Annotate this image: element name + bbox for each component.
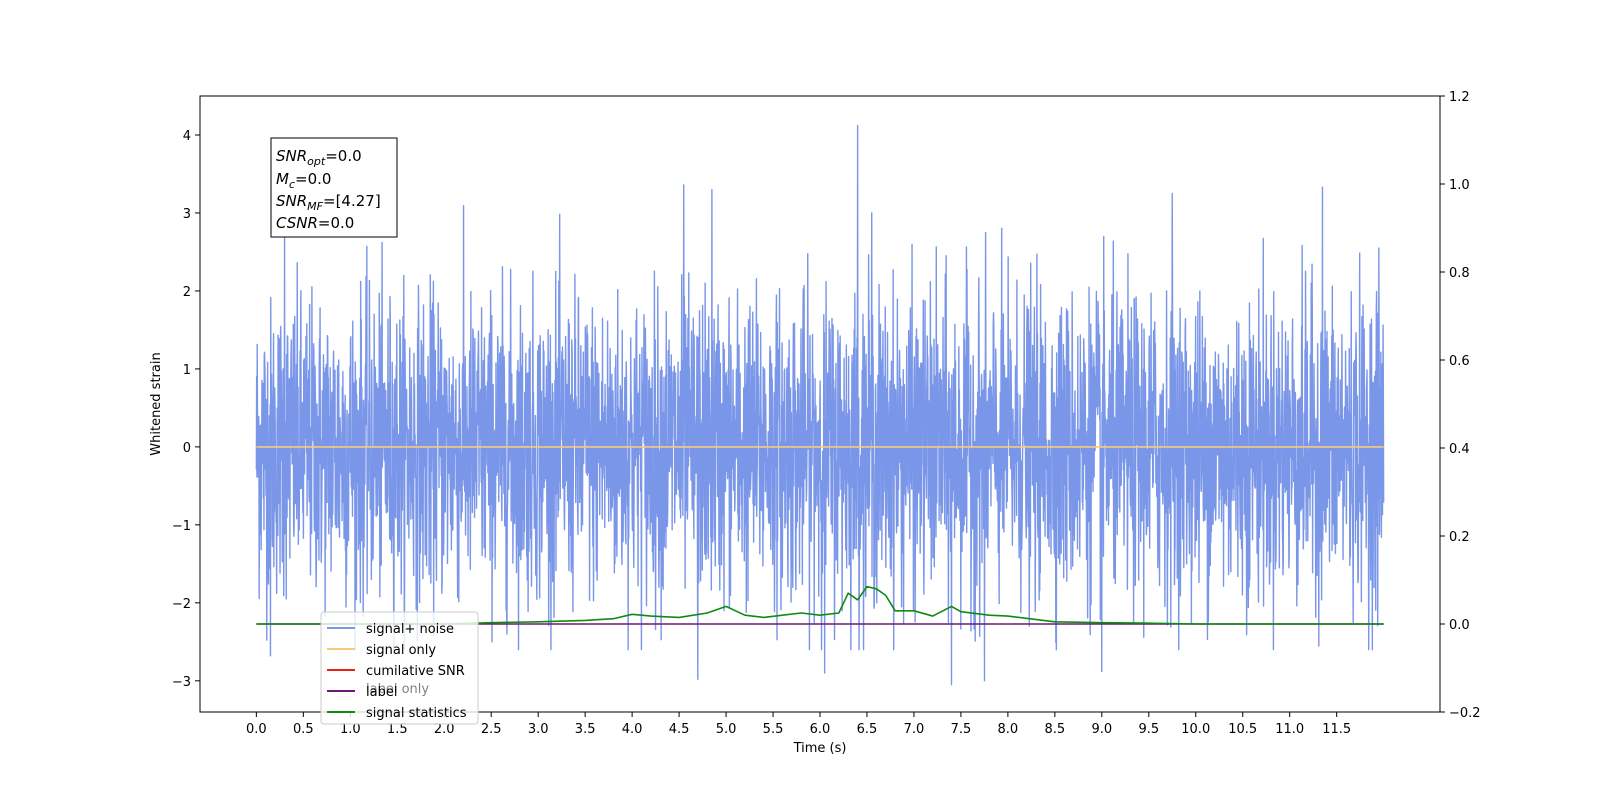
y-tick-label: 0 — [183, 441, 191, 456]
y-right-tick-label: 0.4 — [1449, 442, 1470, 457]
x-tick-label: 4.0 — [622, 722, 643, 737]
series-line-signal-noise — [255, 124, 1385, 686]
x-tick-label: 5.0 — [716, 722, 737, 737]
y-right-tick-label: 0.2 — [1449, 530, 1470, 545]
x-tick-label: 8.5 — [1045, 722, 1066, 737]
series-line-signal-statistics — [256, 585, 1384, 625]
x-tick-label: 8.0 — [998, 722, 1019, 737]
y-tick-label: −2 — [172, 597, 191, 612]
y-right-tick-label: 1.0 — [1449, 178, 1470, 193]
annotation-box: SNRopt=0.0 Mc=0.0 SNRMF=[4.27] CSNR=0.0 — [270, 137, 398, 238]
y-tick-label: −3 — [172, 675, 191, 690]
y-axis-right-ticks: −0.2 0.0 0.2 0.4 0.6 0.8 1.0 1.2 — [1440, 90, 1481, 721]
y-tick-label: 2 — [183, 285, 191, 300]
x-tick-label: 10.5 — [1228, 722, 1257, 737]
legend: label only signal+ noise signal only cumil… — [320, 611, 479, 725]
annotation-line-mc: Mc=0.0 — [276, 170, 331, 191]
y-tick-label: −1 — [172, 519, 191, 534]
x-tick-label: 7.0 — [904, 722, 925, 737]
x-tick-label: 1.0 — [340, 722, 361, 737]
legend-label-cumilative-snr: cumilative SNR — [366, 664, 465, 679]
annotation-line-snr-opt: SNRopt=0.0 — [276, 147, 362, 168]
y-right-tick-label: 0.6 — [1449, 354, 1470, 369]
annotation-line-snr-mf: SNRMF=[4.27] — [276, 192, 381, 213]
x-tick-label: 3.0 — [528, 722, 549, 737]
annotation-line-csnr: CSNR=0.0 — [276, 214, 354, 232]
x-tick-label: 6.0 — [810, 722, 831, 737]
y-right-tick-label: 0.8 — [1449, 266, 1470, 281]
y-right-tick-label: −0.2 — [1449, 706, 1481, 721]
x-tick-label: 2.5 — [481, 722, 502, 737]
y-tick-label: 3 — [183, 207, 191, 222]
x-tick-label: 5.5 — [763, 722, 784, 737]
x-tick-label: 7.5 — [951, 722, 972, 737]
x-tick-label: 9.5 — [1138, 722, 1159, 737]
x-tick-label: 6.5 — [857, 722, 878, 737]
x-tick-label: 4.5 — [669, 722, 690, 737]
x-tick-label: 11.0 — [1275, 722, 1304, 737]
legend-label-signal-statistics: signal statistics — [366, 706, 467, 721]
legend-entries: signal+ noise signal only cumilative SNR la… — [327, 622, 467, 721]
x-tick-label: 1.5 — [387, 722, 408, 737]
x-tick-label: 0.5 — [293, 722, 314, 737]
y-axis-label: Whitened strain — [149, 352, 164, 455]
legend-hidden-text: label only — [366, 682, 429, 697]
legend-label-signal-noise: signal+ noise — [366, 622, 454, 637]
legend-label-label: label — [366, 685, 397, 700]
y-tick-label: 1 — [183, 363, 191, 378]
x-tick-label: 11.5 — [1322, 722, 1351, 737]
x-axis-ticks: 0.0 0.5 1.0 1.5 2.0 2.5 3.0 3.5 4.0 4.5 5.0 5.5 6.0 6… — [246, 712, 1351, 737]
y-right-tick-label: 1.2 — [1449, 90, 1470, 105]
y-axis-ticks: −3 −2 −1 0 1 2 3 4 — [172, 129, 200, 690]
x-axis-label: Time (s) — [793, 741, 847, 756]
x-tick-label: 0.0 — [246, 722, 267, 737]
x-tick-label: 10.0 — [1181, 722, 1210, 737]
x-tick-label: 2.0 — [434, 722, 455, 737]
legend-label-signal-only: signal only — [366, 643, 436, 658]
x-tick-label: 3.5 — [575, 722, 596, 737]
y-tick-label: 4 — [183, 129, 191, 144]
y-right-tick-label: 0.0 — [1449, 618, 1470, 633]
series-layer — [255, 124, 1385, 686]
x-tick-label: 9.0 — [1091, 722, 1112, 737]
